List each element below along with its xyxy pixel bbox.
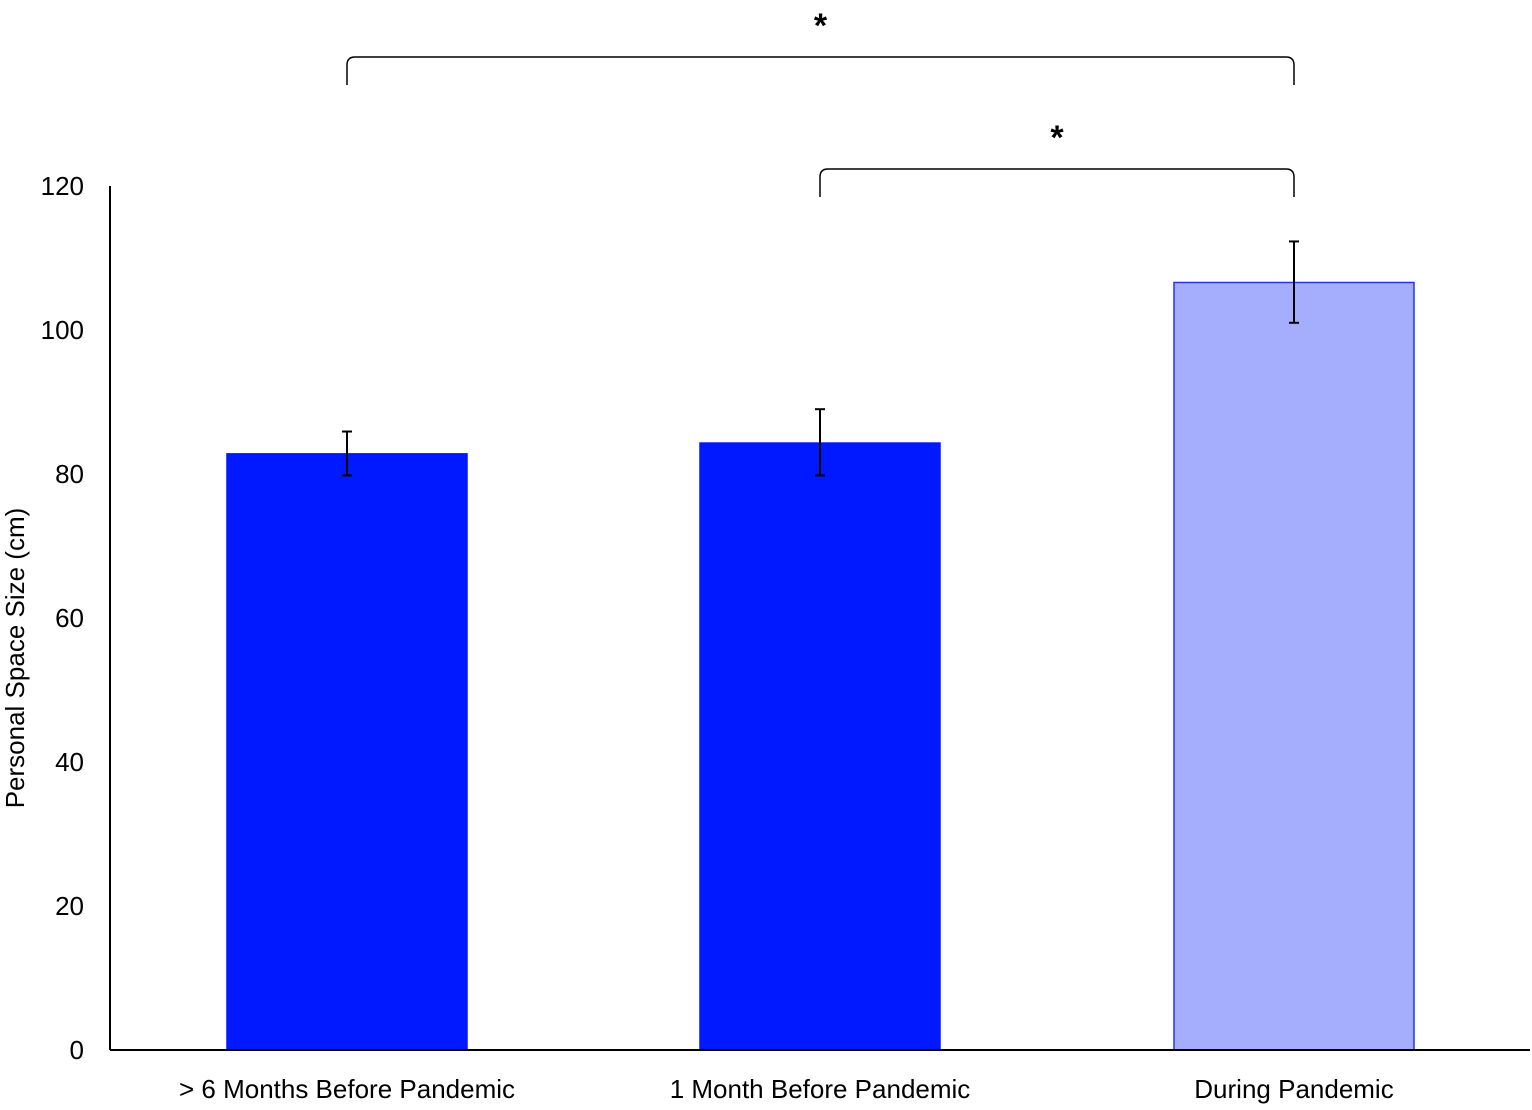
x-axis-categories: > 6 Months Before Pandemic 1 Month Before…: [179, 1074, 1394, 1104]
significance-brackets: **: [346, 7, 1295, 197]
significance-bracket-1: *: [819, 119, 1295, 197]
y-axis-title: Personal Space Size (cm): [0, 508, 30, 809]
y-tick-label: 40: [55, 747, 84, 777]
y-tick-label: 80: [55, 459, 84, 489]
error-bars: [342, 240, 1299, 477]
error-bar-1: [815, 408, 825, 477]
y-tick-label: 20: [55, 891, 84, 921]
bars: [226, 281, 1415, 1051]
y-tick-label: 120: [41, 171, 84, 201]
x-category-label: During Pandemic: [1194, 1074, 1393, 1104]
bar-1: [699, 442, 941, 1051]
y-tick-label: 60: [55, 603, 84, 633]
bar-2: [1173, 281, 1415, 1051]
x-category-label: 1 Month Before Pandemic: [670, 1074, 971, 1104]
error-bar-2: [1289, 240, 1299, 324]
significance-bracket-0: *: [346, 7, 1295, 85]
x-category-label: > 6 Months Before Pandemic: [179, 1074, 515, 1104]
y-axis-ticks: 0 20 40 60 80 100 120: [41, 171, 84, 1065]
error-bar-0: [342, 430, 352, 477]
significance-star: *: [1050, 119, 1064, 157]
significance-star: *: [814, 7, 828, 45]
y-tick-label: 0: [70, 1035, 84, 1065]
bar-0: [226, 453, 468, 1051]
y-tick-label: 100: [41, 315, 84, 345]
